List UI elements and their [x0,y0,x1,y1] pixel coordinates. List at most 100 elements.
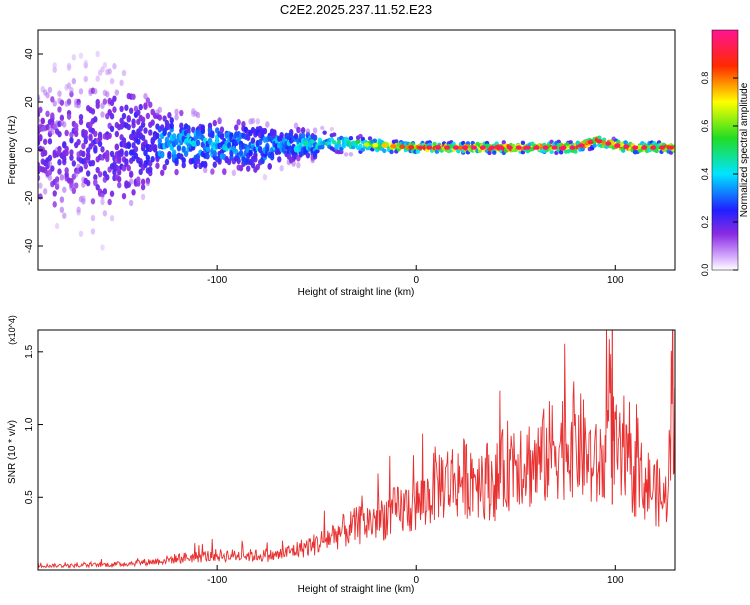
spectrogram-cell [52,62,57,69]
spectrogram-cell [74,122,79,130]
spectrogram-peak [551,145,558,150]
spectrogram-cell [126,123,131,131]
spectrogram-cell [78,118,84,126]
spectrogram-cell [140,116,146,123]
spectrogram-cell [62,212,67,219]
spectrogram-cell [105,91,110,98]
spectrogram-peak [596,139,603,144]
spectrogram-cell [155,162,160,169]
spectrogram-cell [100,111,105,118]
spectrogram-cell [117,181,122,189]
spectrogram-cell [88,133,93,141]
spectrogram-cell [52,190,57,197]
spectrogram-cell [205,153,210,160]
spectrogram-cell [54,181,60,188]
spectrogram-cell [210,168,215,175]
spectrogram-cell [157,137,163,145]
snr-xlabel: Height of straight line (km) [298,584,415,595]
spectrogram-cell [162,164,167,171]
spectrogram-cell [136,176,141,183]
spectrogram-cell [69,86,74,94]
spectrogram-cell [59,196,65,203]
spectrogram-cell [128,199,134,207]
spectrogram-cell [112,106,117,113]
spectrogram-cell [93,88,98,95]
spectrogram-panel: -100 0 100 -40 -20 0 20 40 Height of straight l… [7,29,676,298]
spectrogram-cell [320,144,325,149]
spectrogram-cell [195,139,201,147]
spectrogram-cell [45,110,50,118]
spectrogram-cell [54,176,60,183]
spectrogram-cell [54,222,60,230]
spectrogram-cell [250,161,256,169]
spectrogram-cell [162,129,167,137]
spectrogram-peak [453,145,460,150]
spectrogram-peak [578,143,585,148]
spectrogram-cell [78,52,84,59]
colorbar-tick-label: 0.6 [700,120,710,133]
spectrogram-cell [140,183,146,191]
spectrogram-cell [50,165,55,172]
spectrogram-cell [90,108,96,115]
spectrogram-cell [42,138,48,145]
spectrogram-cell [124,104,129,111]
spectrogram-peak [390,144,397,149]
spectrogram-cell [568,140,573,145]
spectrogram-xlabel: Height of straight line (km) [298,287,415,298]
spectrogram-cell [358,143,363,149]
spectrogram-cell [62,121,67,128]
spectrogram-cell [171,133,177,140]
spectrogram-cell [487,150,492,156]
spectrogram-cell [38,174,41,182]
spectrogram-peak [426,145,433,150]
colorbar-gradient [711,29,739,271]
spectrogram-cell [124,150,129,157]
spectrogram-cell [71,54,77,61]
spectrogram-cell [150,155,155,163]
spectrogram-cell [95,50,100,58]
spectrogram-cell [140,121,146,128]
spectrogram-cell [145,179,151,187]
spectrogram-cell [360,147,366,152]
spectrogram-cell [52,201,57,208]
spectrogram-cell [81,142,86,150]
spectrogram-cell [219,126,225,133]
spectrogram-cell [66,98,72,105]
spectrogram-peak [515,145,522,150]
spectrogram-cell [174,108,179,116]
spectrogram-cell [47,154,53,162]
spectrogram-cell [50,112,55,119]
spectrogram-peak [488,145,495,150]
spectrogram-cell [654,148,659,154]
spectrogram-cell [66,113,72,120]
spectrogram-cell [212,119,217,127]
spectrogram-cell [78,113,84,121]
spectrogram-cell [95,166,100,174]
spectrogram-peak [632,145,639,150]
snr-ylabel: SNR (10 * v/v) [7,420,18,484]
spectrogram-cell [164,158,170,166]
spectrogram-cell [126,142,131,149]
spectrogram-cell [231,169,237,177]
y-tick-label: 1.5 [24,344,35,358]
y-tick-label: -40 [24,238,35,253]
spectrogram-cell [205,145,210,153]
spectrogram-cell [93,147,98,154]
spectrogram-ylabel: Frequency (Hz) [7,116,18,185]
colorbar-tick-label: 0.4 [700,168,710,181]
spectrogram-cell [85,151,91,159]
spectrogram-cell [105,152,110,160]
spectrogram-cell [143,139,148,146]
spectrogram-cell [83,129,88,137]
spectrogram-cell [40,117,45,125]
colorbar-tick-label: 0.8 [700,72,710,85]
spectrogram-peak [542,145,549,150]
spectrogram-cell [255,118,260,125]
spectrogram-cell [193,162,198,170]
spectrogram-peak [533,145,540,150]
spectrogram-cell [332,132,337,137]
spectrogram-cell [312,134,318,141]
spectrogram-cell [238,165,244,172]
spectrogram-cell [148,101,153,108]
spectrogram-cell [556,139,561,145]
